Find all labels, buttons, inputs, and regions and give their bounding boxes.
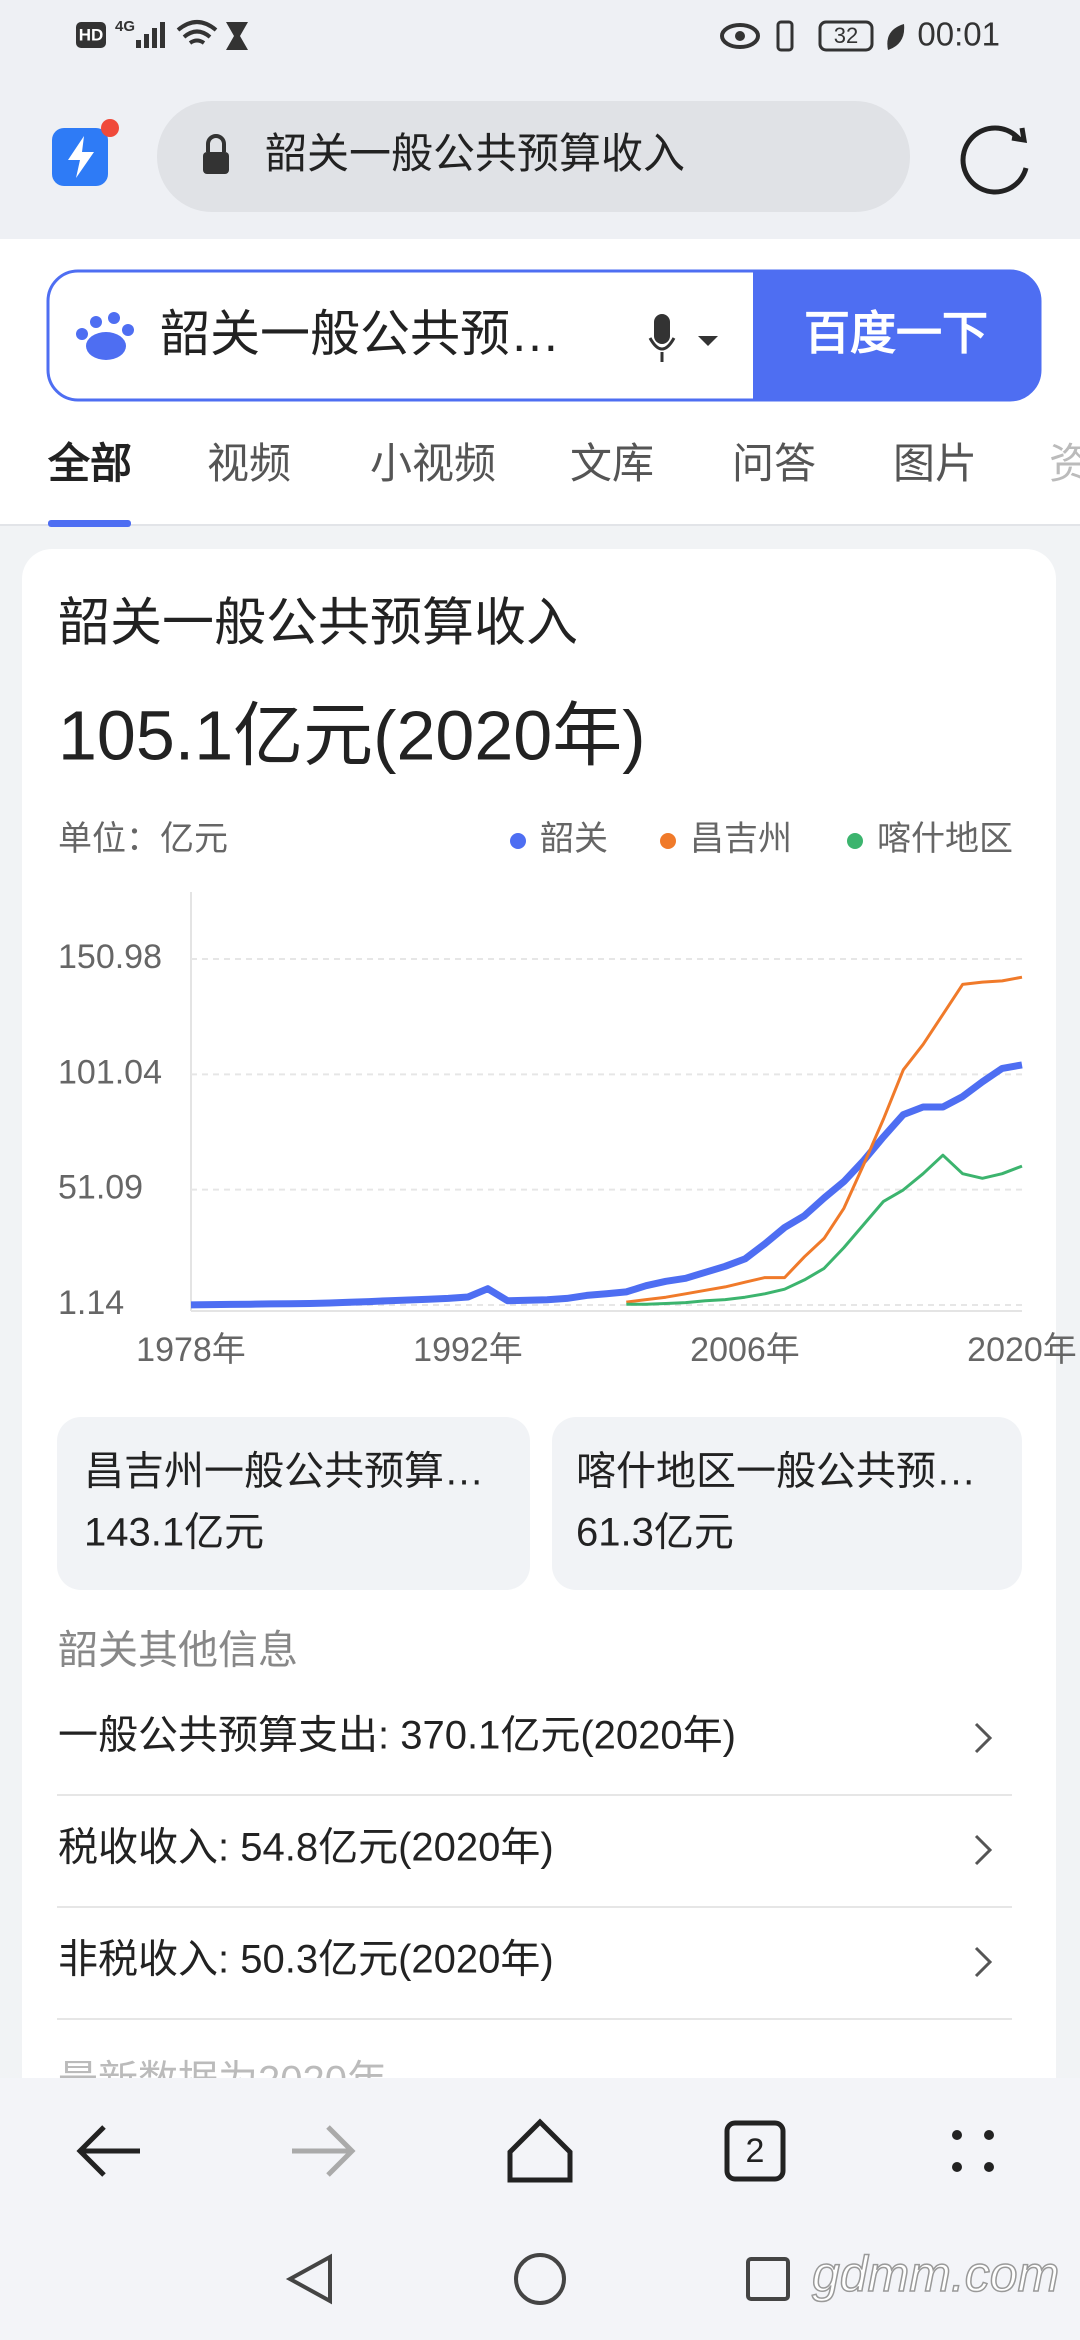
baidu-paw <box>76 312 134 360</box>
compare-card[interactable] <box>57 1417 530 1590</box>
chevron <box>974 1946 993 1978</box>
clock: 00:01 <box>917 16 1000 53</box>
info-row[interactable]: 非税收入: 50.3亿元(2020年) <box>58 1938 554 1982</box>
refresh-icon[interactable] <box>960 125 1029 195</box>
battery-icon <box>818 20 874 52</box>
address-text: 韶关一般公共预算收入 <box>265 130 685 177</box>
app-icon[interactable] <box>52 119 119 186</box>
y-tick-label: 51.09 <box>58 1169 143 1207</box>
tab[interactable]: 视频 <box>207 440 291 487</box>
info-row[interactable]: 税收收入: 54.8亿元(2020年) <box>58 1826 554 1870</box>
chevron <box>974 1834 993 1866</box>
tab[interactable]: 小视频 <box>370 440 496 487</box>
other-info-heading: 韶关其他信息 <box>58 1629 298 1673</box>
result-card <box>22 549 1056 2149</box>
info-row[interactable]: 一般公共预算支出: 370.1亿元(2020年) <box>58 1714 736 1758</box>
wifi-icon <box>176 20 218 45</box>
tab[interactable]: 问答 <box>732 440 816 487</box>
app-icon-bolt <box>68 136 94 178</box>
card-value: 105.1亿元(2020年) <box>58 696 646 774</box>
mic-icon[interactable] <box>654 314 670 344</box>
tab[interactable]: 文库 <box>570 440 654 487</box>
compare-title: 喀什地区一般公共预… <box>576 1450 976 1494</box>
series-line <box>626 1153 1023 1306</box>
back-button[interactable] <box>76 2125 140 2177</box>
leaf-icon <box>887 24 905 50</box>
info-rows: 一般公共预算支出: 370.1亿元(2020年) 税收收入: 54.8亿元(202… <box>57 1714 1012 2020</box>
mic-caret <box>698 336 718 346</box>
y-tick-label: 101.04 <box>58 1053 162 1091</box>
legend-label: 喀什地区 <box>877 820 1013 858</box>
tab[interactable]: 资 <box>1049 440 1080 487</box>
card-title: 韶关一般公共预算收入 <box>58 595 578 653</box>
x-tick-label: 2006年 <box>690 1331 800 1369</box>
line-chart: 1.14 51.09 101.04 150.98 1978年 1992年 2006年 2020… <box>58 820 1077 1369</box>
compare-card[interactable] <box>552 1417 1022 1590</box>
tabs-button[interactable] <box>724 2120 786 2182</box>
hourglass-icon <box>226 22 248 50</box>
tab[interactable]: 全部 <box>47 440 132 487</box>
system-home[interactable] <box>514 2253 566 2305</box>
y-tick-label: 1.14 <box>58 1284 124 1322</box>
legend-dot <box>660 833 676 849</box>
tab[interactable]: 图片 <box>893 440 977 487</box>
system-back[interactable] <box>285 2253 332 2305</box>
vibrate-icon <box>776 20 794 52</box>
app-icon-badge <box>101 119 119 137</box>
x-tick-label: 1978年 <box>136 1331 246 1369</box>
chevron <box>974 1722 993 1754</box>
eye-icon <box>720 23 760 49</box>
network-text: 4G <box>115 18 135 35</box>
forward-button[interactable] <box>292 2125 356 2177</box>
y-tick-label: 150.98 <box>58 938 162 976</box>
refresh-arrow <box>1011 127 1028 144</box>
search-input-text: 韶关一般公共预… <box>160 306 560 362</box>
hd-text: HD <box>79 25 104 44</box>
address-bar[interactable] <box>157 101 910 212</box>
series-line <box>626 975 1023 1304</box>
legend-dot <box>510 833 526 849</box>
mic-stand <box>648 337 676 362</box>
legend-label: 韶关 <box>540 820 608 858</box>
battery-text: 32 <box>834 23 858 48</box>
lock-icon <box>203 152 229 174</box>
lock-shackle <box>206 134 226 152</box>
series-line <box>190 1061 1023 1309</box>
watermark: gdmm.com <box>812 2246 1059 2302</box>
signal-icon <box>136 22 165 48</box>
search-button[interactable] <box>753 271 1040 400</box>
tabs: 全部 视频 小视频 文库 问答 图片 资 <box>47 440 1080 487</box>
tab-count: 2 <box>746 2132 765 2170</box>
compare-value: 61.3亿元 <box>576 1511 734 1555</box>
home-button[interactable] <box>507 2118 573 2183</box>
hd-icon <box>76 22 106 48</box>
eye-pupil <box>735 31 745 41</box>
compare-value: 143.1亿元 <box>84 1511 264 1555</box>
search-button-text: 百度一下 <box>804 307 988 359</box>
compare-title: 昌吉州一般公共预算… <box>84 1450 484 1494</box>
system-recents[interactable] <box>746 2257 790 2301</box>
menu-button[interactable] <box>952 2130 994 2172</box>
tab-underline <box>48 520 131 527</box>
legend-label: 昌吉州 <box>690 820 792 858</box>
unit-label: 单位：亿元 <box>58 820 228 858</box>
x-tick-label: 1992年 <box>413 1331 523 1369</box>
legend-dot <box>847 833 863 849</box>
x-tick-label: 2020年 <box>967 1331 1077 1369</box>
